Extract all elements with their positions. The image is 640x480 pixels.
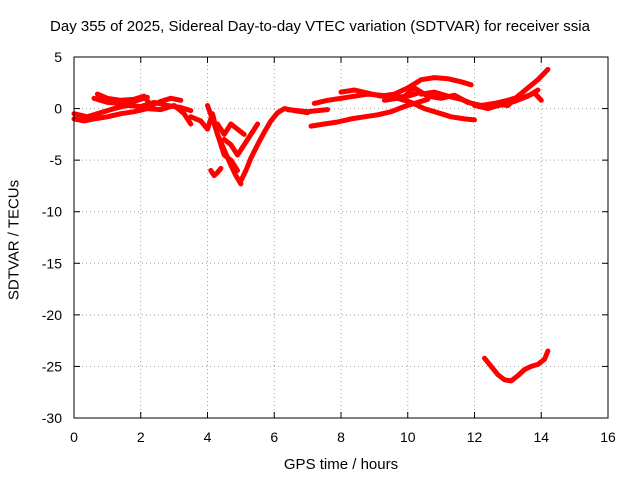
data-series-track: [418, 66, 551, 109]
x-tick-label: 16: [600, 429, 616, 445]
y-tick-label: -20: [42, 307, 62, 323]
data-series-track: [71, 99, 194, 120]
data-series-track: [208, 165, 224, 179]
data-series-track: [215, 121, 247, 137]
x-axis-label: GPS time / hours: [283, 456, 399, 473]
y-tick-label: 5: [54, 49, 62, 65]
plot-area: [71, 66, 551, 384]
x-tick-label: 14: [533, 429, 549, 445]
y-tick-label: -5: [50, 152, 63, 168]
y-tick-label: -15: [42, 255, 62, 271]
y-tick-label: -25: [42, 358, 62, 374]
x-tick-label: 4: [204, 429, 212, 445]
y-tick-label: -30: [42, 410, 62, 426]
y-tick-label: -10: [42, 204, 62, 220]
data-series-track: [482, 90, 544, 109]
x-tick-label: 12: [467, 429, 483, 445]
plot-frame: [73, 56, 609, 419]
data-series-track: [482, 348, 551, 384]
x-tick-label: 10: [400, 429, 416, 445]
x-tick-label: 2: [137, 429, 145, 445]
y-axis-label: SDTVAR / TECUs: [5, 179, 23, 301]
x-tick-label: 6: [270, 429, 278, 445]
data-series-track: [338, 75, 474, 99]
data-series-track: [285, 107, 331, 115]
chart-title: Day 355 of 2025, Sidereal Day-to-day VTE…: [50, 18, 590, 35]
x-tick-label: 0: [70, 429, 78, 445]
y-tick-label: 0: [54, 101, 62, 117]
x-tick-label: 8: [337, 429, 345, 445]
data-series-track: [205, 103, 240, 173]
data-series-track: [221, 121, 261, 158]
data-series-track: [91, 94, 150, 106]
